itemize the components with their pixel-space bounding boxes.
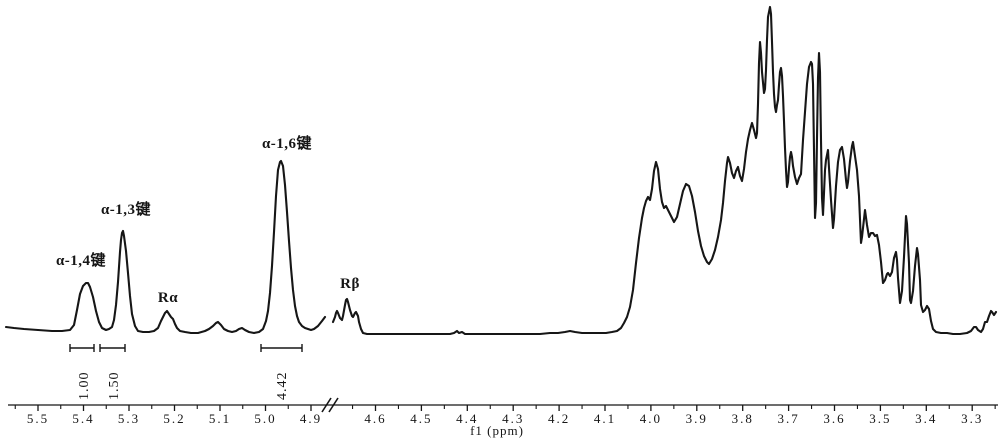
axis-tick-label: 3.4 <box>915 411 937 426</box>
axis-tick-label: 4.0 <box>640 411 662 426</box>
axis-tick-label: 3.5 <box>869 411 891 426</box>
axis-tick-label: 4.6 <box>364 411 386 426</box>
spectrum-trace-left <box>4 159 327 335</box>
peak-label-r-alpha: Rα <box>157 290 179 306</box>
axis-tick-label: 4.9 <box>300 411 322 426</box>
axis-tick-label: 5.2 <box>163 411 185 426</box>
axis-tick-label: 3.9 <box>686 411 708 426</box>
axis-tick-label: 3.7 <box>777 411 799 426</box>
peak-label-alpha-1-6: α-1,6键 <box>261 136 313 152</box>
axis-tick-label: 4.1 <box>594 411 616 426</box>
integral-value: 1.50 <box>107 372 122 401</box>
integral-value: 1.00 <box>77 372 92 401</box>
axis-tick-label: 5.3 <box>118 411 140 426</box>
integral-value: 4.42 <box>275 372 290 401</box>
peak-label-alpha-1-4: α-1,4键 <box>55 253 107 269</box>
axis-tick-label: 3.8 <box>732 411 754 426</box>
axis-tick-label: 4.5 <box>410 411 432 426</box>
axis-tick-label: 5.4 <box>72 411 94 426</box>
peak-label-alpha-1-3: α-1,3键 <box>100 202 152 218</box>
spectrum-trace-right <box>331 5 998 336</box>
axis-tick-label: 5.0 <box>254 411 276 426</box>
axis-tick-label: 4.4 <box>456 411 478 426</box>
axis-tick-label: 3.6 <box>823 411 845 426</box>
axis-break-slash <box>328 397 339 413</box>
axis-tick-label: 5.5 <box>27 411 49 426</box>
x-axis-title: f1 (ppm) <box>470 423 524 438</box>
axis-tick-label: 3.3 <box>961 411 983 426</box>
peak-label-r-beta: Rβ <box>340 276 360 292</box>
axis-tick-label: 4.3 <box>502 411 524 426</box>
axis-break-slash <box>321 397 332 413</box>
axis-tick-label: 5.1 <box>209 411 231 426</box>
axis-tick-label: 4.2 <box>548 411 570 426</box>
